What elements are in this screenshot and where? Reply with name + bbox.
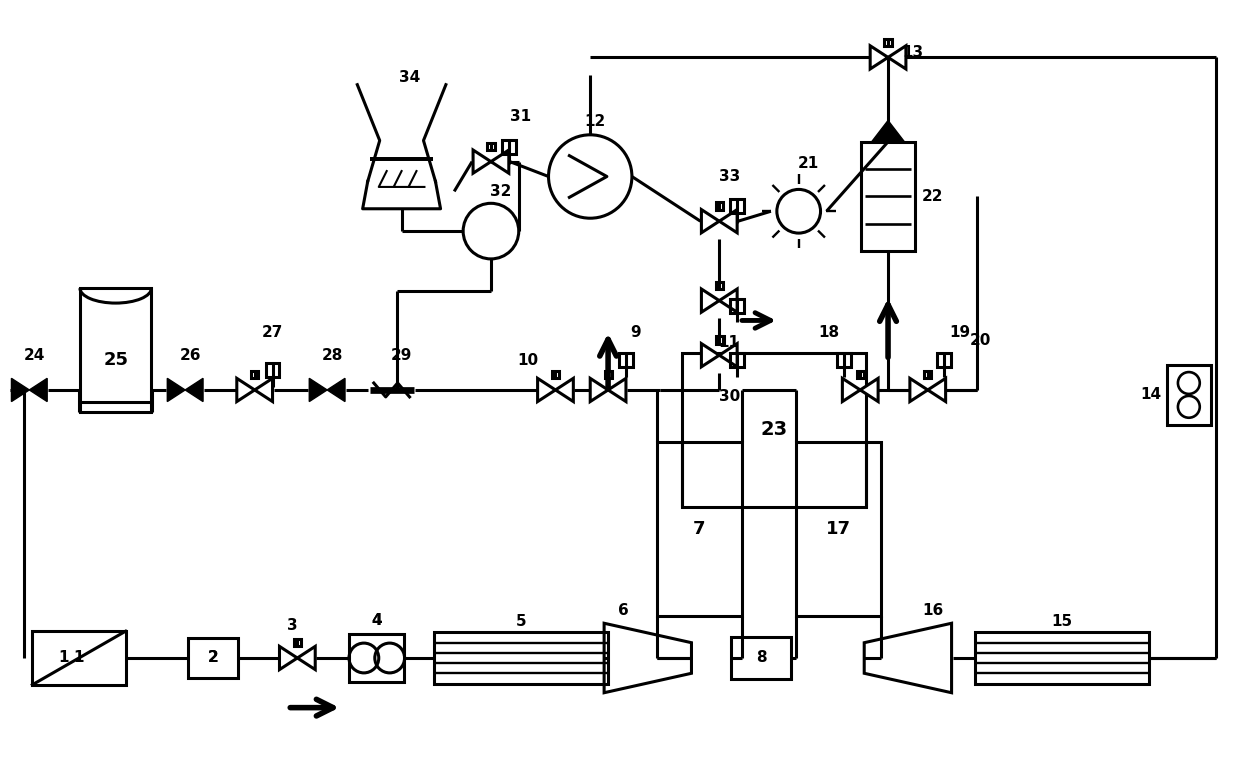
Polygon shape	[11, 378, 30, 401]
Bar	[434, 632, 608, 684]
Bar	[32, 630, 126, 686]
Text: 28: 28	[321, 348, 342, 363]
Polygon shape	[556, 378, 573, 401]
Polygon shape	[327, 378, 345, 401]
Polygon shape	[608, 378, 626, 401]
Text: 24: 24	[24, 348, 45, 363]
Text: 25: 25	[103, 351, 128, 369]
Polygon shape	[872, 120, 904, 142]
Text: 15: 15	[1052, 614, 1073, 629]
Polygon shape	[928, 378, 946, 401]
Bar	[79, 288, 151, 412]
Text: 16: 16	[923, 603, 944, 618]
Bar	[732, 637, 791, 679]
Text: 27: 27	[262, 325, 283, 340]
Text: 9: 9	[631, 325, 641, 340]
Bar	[975, 632, 1148, 684]
Text: 30: 30	[718, 389, 740, 404]
Text: 34: 34	[399, 70, 420, 85]
Bar	[730, 299, 744, 313]
Bar	[715, 336, 723, 344]
Bar	[682, 352, 866, 506]
Text: 20: 20	[970, 332, 991, 348]
Polygon shape	[910, 378, 928, 401]
Text: 22: 22	[923, 189, 944, 204]
Bar	[294, 640, 301, 647]
Polygon shape	[538, 378, 556, 401]
Text: 11: 11	[719, 335, 740, 350]
Bar	[188, 638, 238, 678]
Text: 19: 19	[949, 325, 970, 340]
Bar	[715, 282, 723, 289]
Polygon shape	[491, 150, 508, 173]
Polygon shape	[30, 378, 47, 401]
Text: 14: 14	[1141, 388, 1162, 402]
Text: 1: 1	[58, 650, 69, 666]
Bar	[657, 442, 742, 616]
Polygon shape	[279, 647, 298, 669]
Text: 10: 10	[517, 352, 538, 368]
Text: 4: 4	[372, 613, 382, 628]
Text: 12: 12	[584, 114, 606, 129]
Text: 21: 21	[799, 156, 820, 171]
Bar	[857, 372, 864, 378]
Bar	[796, 442, 880, 616]
Polygon shape	[590, 378, 608, 401]
Polygon shape	[719, 344, 737, 367]
Bar	[715, 202, 723, 210]
Bar	[730, 353, 744, 367]
Text: 4: 4	[372, 613, 382, 628]
Text: 8: 8	[755, 650, 766, 666]
Polygon shape	[870, 46, 888, 69]
Bar	[265, 363, 279, 377]
Bar	[619, 353, 632, 367]
Polygon shape	[309, 378, 327, 401]
Text: 1: 1	[73, 650, 84, 666]
Polygon shape	[237, 378, 254, 401]
Polygon shape	[298, 647, 315, 669]
Text: 31: 31	[510, 110, 531, 124]
Bar	[250, 372, 258, 378]
Text: 33: 33	[718, 169, 740, 184]
Text: 29: 29	[391, 348, 412, 363]
Polygon shape	[702, 344, 719, 367]
Polygon shape	[842, 378, 861, 401]
Text: 6: 6	[618, 603, 629, 618]
Text: 5: 5	[516, 614, 526, 629]
Bar	[884, 38, 892, 46]
Bar	[605, 372, 611, 378]
Text: 17: 17	[826, 520, 851, 538]
Text: 18: 18	[818, 325, 839, 340]
Polygon shape	[474, 150, 491, 173]
Polygon shape	[702, 289, 719, 313]
Text: 23: 23	[760, 421, 787, 439]
Text: 26: 26	[180, 348, 201, 363]
Bar	[861, 142, 915, 251]
Bar	[552, 372, 559, 378]
Polygon shape	[702, 210, 719, 233]
Bar	[502, 139, 516, 154]
Text: 13: 13	[903, 45, 924, 60]
Text: 32: 32	[490, 184, 512, 199]
Polygon shape	[719, 289, 737, 313]
Polygon shape	[861, 378, 878, 401]
Text: 7: 7	[693, 520, 706, 538]
Polygon shape	[888, 46, 906, 69]
Text: 2: 2	[207, 650, 218, 666]
Bar	[1167, 365, 1210, 424]
Polygon shape	[167, 378, 185, 401]
Bar	[936, 353, 951, 367]
Polygon shape	[719, 210, 737, 233]
Bar	[350, 634, 404, 682]
Polygon shape	[185, 378, 203, 401]
Polygon shape	[254, 378, 273, 401]
Bar	[924, 372, 931, 378]
Bar	[837, 353, 852, 367]
Text: 3: 3	[288, 617, 298, 633]
Bar	[730, 199, 744, 213]
Text: 2: 2	[207, 650, 218, 666]
Bar	[487, 142, 495, 150]
